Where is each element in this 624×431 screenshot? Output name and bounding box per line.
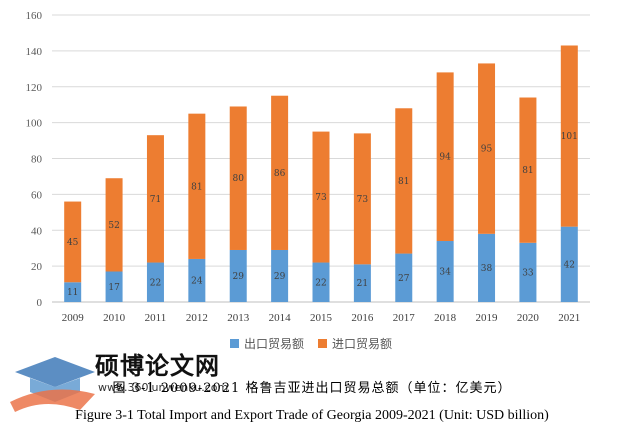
bar-import	[395, 108, 413, 254]
legend-item-export: 出口贸易额	[230, 335, 304, 352]
bar-import	[519, 97, 537, 243]
bar-import	[478, 63, 496, 234]
data-label-import: 80	[233, 174, 245, 184]
x-tick-label: 2010	[103, 312, 126, 324]
legend-label-import: 进口贸易额	[332, 337, 393, 351]
data-label-export: 22	[315, 278, 326, 288]
bar-export	[146, 262, 164, 302]
bar-import	[271, 95, 289, 250]
bar-import	[146, 135, 164, 263]
legend-item-import: 进口贸易额	[318, 335, 392, 352]
data-label-export: 29	[274, 272, 286, 282]
y-tick-label: 0	[37, 297, 43, 309]
bar-import	[312, 131, 330, 263]
data-label-import: 101	[561, 132, 578, 142]
watermark-url: www.360lunwenku.com	[98, 381, 229, 394]
bar-export	[395, 253, 413, 302]
data-label-export: 33	[522, 268, 534, 278]
x-axis: 2009 2010 2011 2012 2013 2014 2015 2016 2017 2018…	[62, 312, 581, 324]
data-label-export: 24	[191, 276, 203, 286]
y-tick-label: 120	[26, 82, 43, 94]
data-label-import: 71	[150, 195, 161, 205]
data-label-export: 11	[67, 288, 78, 298]
legend: 出口贸易额 进口贸易额	[230, 335, 392, 352]
bar-export	[353, 264, 371, 302]
x-tick-label: 2013	[227, 312, 250, 324]
bar-export	[105, 271, 123, 302]
data-label-export: 17	[108, 283, 120, 293]
bar-export	[436, 241, 454, 302]
y-tick-label: 140	[26, 46, 43, 58]
x-tick-label: 2016	[351, 312, 374, 324]
data-label-export: 27	[398, 274, 410, 284]
legend-swatch-export	[230, 339, 239, 348]
x-tick-label: 2011	[145, 312, 167, 324]
data-label-import: 86	[274, 169, 286, 179]
bar-import	[188, 113, 206, 259]
data-label-import: 81	[522, 166, 533, 176]
legend-swatch-import	[318, 339, 328, 348]
data-label-import: 81	[398, 177, 409, 187]
x-tick-label: 2018	[434, 312, 457, 324]
y-tick-label: 20	[31, 261, 43, 273]
bars: 11 45 17 52 22 71 24 81 29 80 29 86 22 73 21 73 27 81 34 94…	[64, 45, 578, 302]
data-label-import: 73	[315, 193, 327, 203]
bar-import	[229, 106, 247, 250]
stacked-bar-chart: 0 20 40 60 80 100 120 140 160 11 45 17 52 22 71 24 81 29…	[26, 10, 590, 324]
x-tick-label: 2012	[186, 312, 208, 324]
data-label-export: 42	[564, 260, 575, 270]
x-tick-label: 2015	[310, 312, 333, 324]
bar-import	[436, 72, 454, 242]
bar-export	[560, 226, 578, 302]
data-label-import: 73	[357, 195, 369, 205]
x-tick-label: 2014	[269, 312, 292, 324]
bar-import	[560, 45, 578, 227]
x-tick-label: 2021	[558, 312, 580, 324]
bar-export	[271, 249, 289, 302]
x-tick-label: 2020	[517, 312, 540, 324]
bar-export	[188, 258, 206, 302]
figure-caption-english: Figure 3-1 Total Import and Export Trade…	[75, 408, 549, 423]
data-label-import: 52	[108, 221, 119, 231]
bar-export	[478, 233, 496, 302]
data-label-export: 21	[357, 279, 368, 289]
data-label-export: 22	[150, 278, 161, 288]
data-label-import: 81	[191, 182, 202, 192]
x-tick-label: 2017	[393, 312, 416, 324]
y-axis: 0 20 40 60 80 100 120 140 160	[26, 10, 43, 309]
data-label-export: 34	[439, 268, 451, 278]
bar-import	[64, 201, 82, 283]
data-label-import: 95	[481, 145, 493, 155]
y-tick-label: 160	[26, 10, 43, 22]
bar-export	[312, 262, 330, 302]
data-label-export: 29	[233, 272, 245, 282]
x-tick-label: 2019	[476, 312, 499, 324]
y-tick-label: 60	[31, 189, 43, 201]
data-label-export: 38	[481, 264, 493, 274]
figure-caption-chinese: 图 3-1 2009-2021 格鲁吉亚进出口贸易总额（单位：亿美元）	[112, 381, 512, 396]
x-tick-label: 2009	[62, 312, 85, 324]
y-tick-label: 40	[31, 225, 43, 237]
y-tick-label: 80	[31, 154, 43, 166]
y-tick-label: 100	[26, 118, 43, 130]
bar-import	[105, 178, 123, 272]
legend-label-export: 出口贸易额	[244, 337, 305, 351]
bar-import	[353, 133, 371, 265]
watermark-text: 硕博论文网	[95, 352, 220, 380]
bar-export	[229, 249, 247, 302]
data-label-import: 94	[439, 153, 451, 163]
bar-export	[64, 282, 82, 302]
watermark-logo-icon	[10, 357, 95, 412]
data-label-import: 45	[67, 238, 79, 248]
bar-export	[519, 242, 537, 302]
